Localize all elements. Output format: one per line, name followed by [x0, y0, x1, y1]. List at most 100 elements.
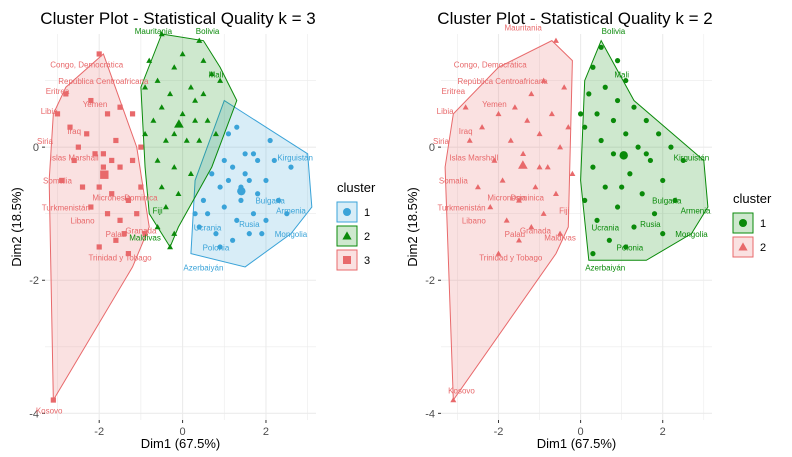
point-label: Maldivas — [129, 233, 161, 242]
data-point — [614, 58, 621, 64]
data-point — [79, 184, 86, 190]
cluster-points-1 — [578, 44, 686, 257]
data-point — [167, 243, 174, 250]
chart-panel-1: Cluster Plot - Statistical Quality k = 3… — [9, 9, 376, 451]
point-label: Bolivia — [196, 27, 220, 36]
data-point — [175, 190, 182, 196]
data-point — [614, 97, 621, 104]
data-point — [225, 131, 232, 137]
point-label: Armenia — [681, 207, 711, 216]
data-point — [627, 171, 633, 177]
data-point — [536, 164, 543, 170]
x-tick-label: 2 — [263, 426, 269, 438]
data-point — [238, 197, 244, 203]
data-point — [578, 111, 584, 117]
cluster-centroid — [619, 151, 628, 160]
x-tick-label: 2 — [660, 426, 666, 438]
point-label: Somalia — [43, 177, 72, 186]
cluster-points-2 — [142, 31, 224, 250]
data-point — [680, 157, 686, 164]
data-point — [187, 84, 194, 90]
data-point — [250, 211, 257, 217]
point-label: Congo, Democrática — [454, 60, 527, 69]
data-point — [647, 157, 654, 164]
data-point — [212, 130, 219, 137]
data-point — [192, 97, 199, 103]
data-point — [528, 224, 535, 230]
data-point — [540, 210, 547, 216]
x-axis-label: Dim1 (67.5%) — [537, 436, 616, 451]
data-point — [516, 237, 523, 243]
data-point — [516, 197, 523, 203]
data-point — [651, 211, 658, 217]
cluster-centroid — [518, 160, 528, 169]
point-label: Libano — [462, 217, 487, 226]
data-point — [100, 164, 106, 170]
data-point — [557, 144, 564, 150]
data-point — [552, 190, 559, 196]
data-point — [234, 217, 240, 223]
x-tick-label: -2 — [494, 426, 504, 438]
point-label: Iraq — [67, 127, 81, 136]
point-label: Bulgaria — [255, 197, 285, 206]
legend-label-2: 2 — [364, 231, 370, 243]
point-label: República Centroafricana — [58, 77, 149, 86]
data-point — [520, 150, 527, 157]
data-point — [660, 231, 666, 237]
legend-marker-1 — [343, 208, 351, 216]
data-point — [602, 184, 608, 190]
point-label: Polonia — [203, 243, 230, 252]
point-label: Islas Marshall — [50, 153, 99, 162]
x-axis-label: Dim1 (67.5%) — [141, 436, 220, 451]
point-label: Turkmenistán — [437, 203, 485, 212]
data-point — [528, 90, 535, 97]
x-tick-label: 0 — [180, 426, 186, 438]
point-label: Bulgaria — [652, 197, 682, 206]
legend-marker-2 — [342, 231, 352, 240]
point-label: Eritrea — [442, 87, 466, 96]
data-point — [582, 124, 588, 130]
point-label: Bolivia — [602, 27, 626, 36]
data-point — [643, 151, 649, 157]
legend-marker-3 — [343, 256, 351, 264]
data-point — [154, 77, 161, 83]
data-point — [162, 137, 169, 143]
point-label: Turkmenistán — [42, 203, 90, 212]
data-point — [582, 197, 588, 203]
data-point — [610, 151, 617, 157]
data-point — [255, 157, 261, 164]
data-point — [635, 144, 641, 150]
data-point — [623, 131, 629, 137]
data-point — [495, 110, 502, 117]
data-point — [263, 217, 269, 223]
point-label: Palau — [505, 230, 525, 239]
y-tick-label: -4 — [425, 408, 435, 420]
data-point — [146, 57, 153, 63]
point-label: Eritrea — [46, 87, 70, 96]
data-point — [125, 197, 131, 203]
data-point — [142, 231, 148, 237]
point-label: Mongolia — [275, 230, 308, 239]
data-point — [104, 211, 111, 217]
data-point — [125, 251, 131, 257]
point-label: Kirguistán — [674, 153, 710, 162]
data-point — [639, 191, 645, 197]
data-point — [267, 137, 273, 144]
data-point — [598, 137, 604, 144]
data-point — [672, 197, 678, 203]
data-point — [162, 204, 169, 210]
point-label: Palau — [106, 230, 126, 239]
point-label: Fiji — [152, 207, 162, 216]
point-label: Ucrania — [194, 223, 222, 232]
data-point — [129, 157, 136, 164]
data-point — [138, 184, 144, 190]
data-point — [536, 130, 543, 137]
data-point — [158, 31, 165, 37]
cluster-points-3 — [50, 51, 148, 403]
legend-marker-2 — [738, 242, 748, 251]
point-label: Polonia — [617, 243, 644, 252]
data-point — [532, 184, 539, 190]
point-label: República Centroafricana — [457, 77, 548, 86]
data-point — [171, 64, 178, 70]
legend: cluster 1 2 — [732, 191, 772, 258]
